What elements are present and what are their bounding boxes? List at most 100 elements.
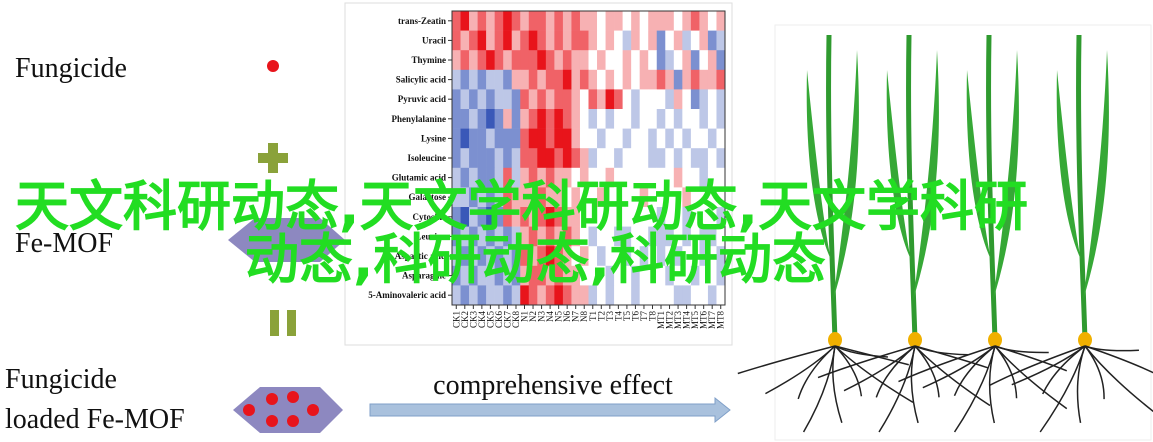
heat-cell bbox=[528, 187, 538, 208]
heat-cell bbox=[656, 148, 666, 169]
row-label: 5-Aminovaleric acid bbox=[368, 290, 446, 300]
heat-cell bbox=[486, 246, 495, 267]
heat-cell bbox=[682, 89, 692, 110]
heat-cell bbox=[631, 167, 640, 188]
heat-cell bbox=[537, 285, 547, 306]
heat-cell bbox=[639, 109, 649, 129]
heat-cell bbox=[562, 11, 572, 31]
heat-cell bbox=[656, 69, 666, 90]
heat-cell bbox=[631, 128, 640, 149]
heat-cell bbox=[614, 265, 623, 286]
col-label: N6 bbox=[562, 311, 572, 322]
heat-cell bbox=[716, 246, 726, 267]
heat-cell bbox=[665, 30, 675, 51]
heat-cell bbox=[622, 246, 632, 267]
col-label: T3 bbox=[605, 311, 615, 321]
heat-cell bbox=[622, 207, 632, 227]
label-fungicide: Fungicide bbox=[15, 53, 127, 84]
root bbox=[914, 345, 989, 369]
heat-cell bbox=[511, 148, 521, 169]
heat-cell bbox=[614, 148, 623, 169]
heat-cell bbox=[588, 11, 598, 31]
heat-cell bbox=[631, 30, 640, 51]
heat-cell bbox=[554, 69, 564, 90]
heat-cell bbox=[716, 187, 726, 208]
plus-icon bbox=[258, 143, 288, 173]
col-label: MT3 bbox=[673, 311, 683, 330]
heat-cell bbox=[452, 69, 461, 90]
heat-cell bbox=[452, 109, 461, 129]
heat-cell bbox=[554, 148, 564, 169]
heat-cell bbox=[537, 11, 547, 31]
stem bbox=[906, 34, 918, 341]
seed bbox=[828, 332, 842, 348]
heat-cell bbox=[469, 167, 478, 188]
heat-cell bbox=[486, 50, 495, 71]
heat-cell bbox=[452, 265, 461, 286]
heat-cell bbox=[622, 265, 632, 286]
heat-cell bbox=[639, 69, 649, 90]
heat-cell bbox=[452, 187, 461, 208]
heat-cell bbox=[673, 226, 683, 247]
heat-cell bbox=[528, 109, 538, 129]
root bbox=[914, 345, 991, 407]
heat-cell bbox=[673, 128, 683, 149]
heat-cell bbox=[597, 30, 606, 51]
heat-cell bbox=[579, 246, 589, 267]
heat-cell bbox=[690, 69, 700, 90]
heat-cell bbox=[673, 207, 683, 227]
heat-cell bbox=[503, 246, 513, 267]
heat-cell bbox=[460, 148, 470, 169]
root bbox=[802, 345, 836, 433]
heat-cell bbox=[528, 148, 538, 169]
heat-cell bbox=[528, 226, 538, 247]
heat-cell bbox=[597, 128, 606, 149]
heat-cell bbox=[690, 128, 700, 149]
root bbox=[953, 345, 996, 433]
heat-cell bbox=[699, 11, 709, 31]
label-loaded: loaded Fe-MOF bbox=[5, 404, 185, 435]
heat-cell bbox=[486, 69, 495, 90]
heat-cell bbox=[716, 30, 726, 51]
heat-cell bbox=[579, 109, 589, 129]
heat-cell bbox=[648, 187, 658, 208]
heat-cell bbox=[486, 30, 495, 51]
heat-cell bbox=[554, 50, 564, 71]
heat-cell bbox=[511, 226, 521, 247]
heat-cell bbox=[494, 246, 504, 267]
heat-cell bbox=[520, 89, 530, 110]
pause-bar bbox=[270, 310, 279, 336]
heat-cell bbox=[656, 207, 666, 227]
heat-cell bbox=[673, 30, 683, 51]
heat-cell bbox=[511, 109, 521, 129]
row-label: Leucine bbox=[416, 231, 447, 241]
heat-cell bbox=[562, 30, 572, 51]
heat-cell bbox=[469, 89, 478, 110]
heat-cell bbox=[631, 148, 640, 169]
stem bbox=[1076, 34, 1088, 341]
heat-cell bbox=[614, 285, 623, 306]
heat-cell bbox=[477, 11, 487, 31]
heat-cell bbox=[656, 187, 666, 208]
heat-cell bbox=[571, 109, 581, 129]
heat-cell bbox=[511, 285, 521, 306]
heat-cell bbox=[631, 109, 640, 129]
heat-cell bbox=[673, 187, 683, 208]
heat-cell bbox=[520, 207, 530, 227]
heat-cell bbox=[699, 89, 709, 110]
heat-cell bbox=[469, 148, 478, 169]
heat-cell bbox=[648, 207, 658, 227]
row-label: Lysine bbox=[421, 133, 446, 143]
heat-cell bbox=[682, 246, 692, 267]
heat-cell bbox=[707, 246, 717, 267]
heat-cell bbox=[682, 30, 692, 51]
heat-cell bbox=[699, 50, 709, 71]
heat-cell bbox=[665, 285, 675, 306]
leaf bbox=[886, 70, 911, 260]
heat-cell bbox=[690, 148, 700, 169]
heat-cell bbox=[707, 109, 717, 129]
heat-cell bbox=[520, 285, 530, 306]
heat-cell bbox=[469, 207, 478, 227]
heat-cell bbox=[656, 128, 666, 149]
heat-cell bbox=[503, 285, 513, 306]
